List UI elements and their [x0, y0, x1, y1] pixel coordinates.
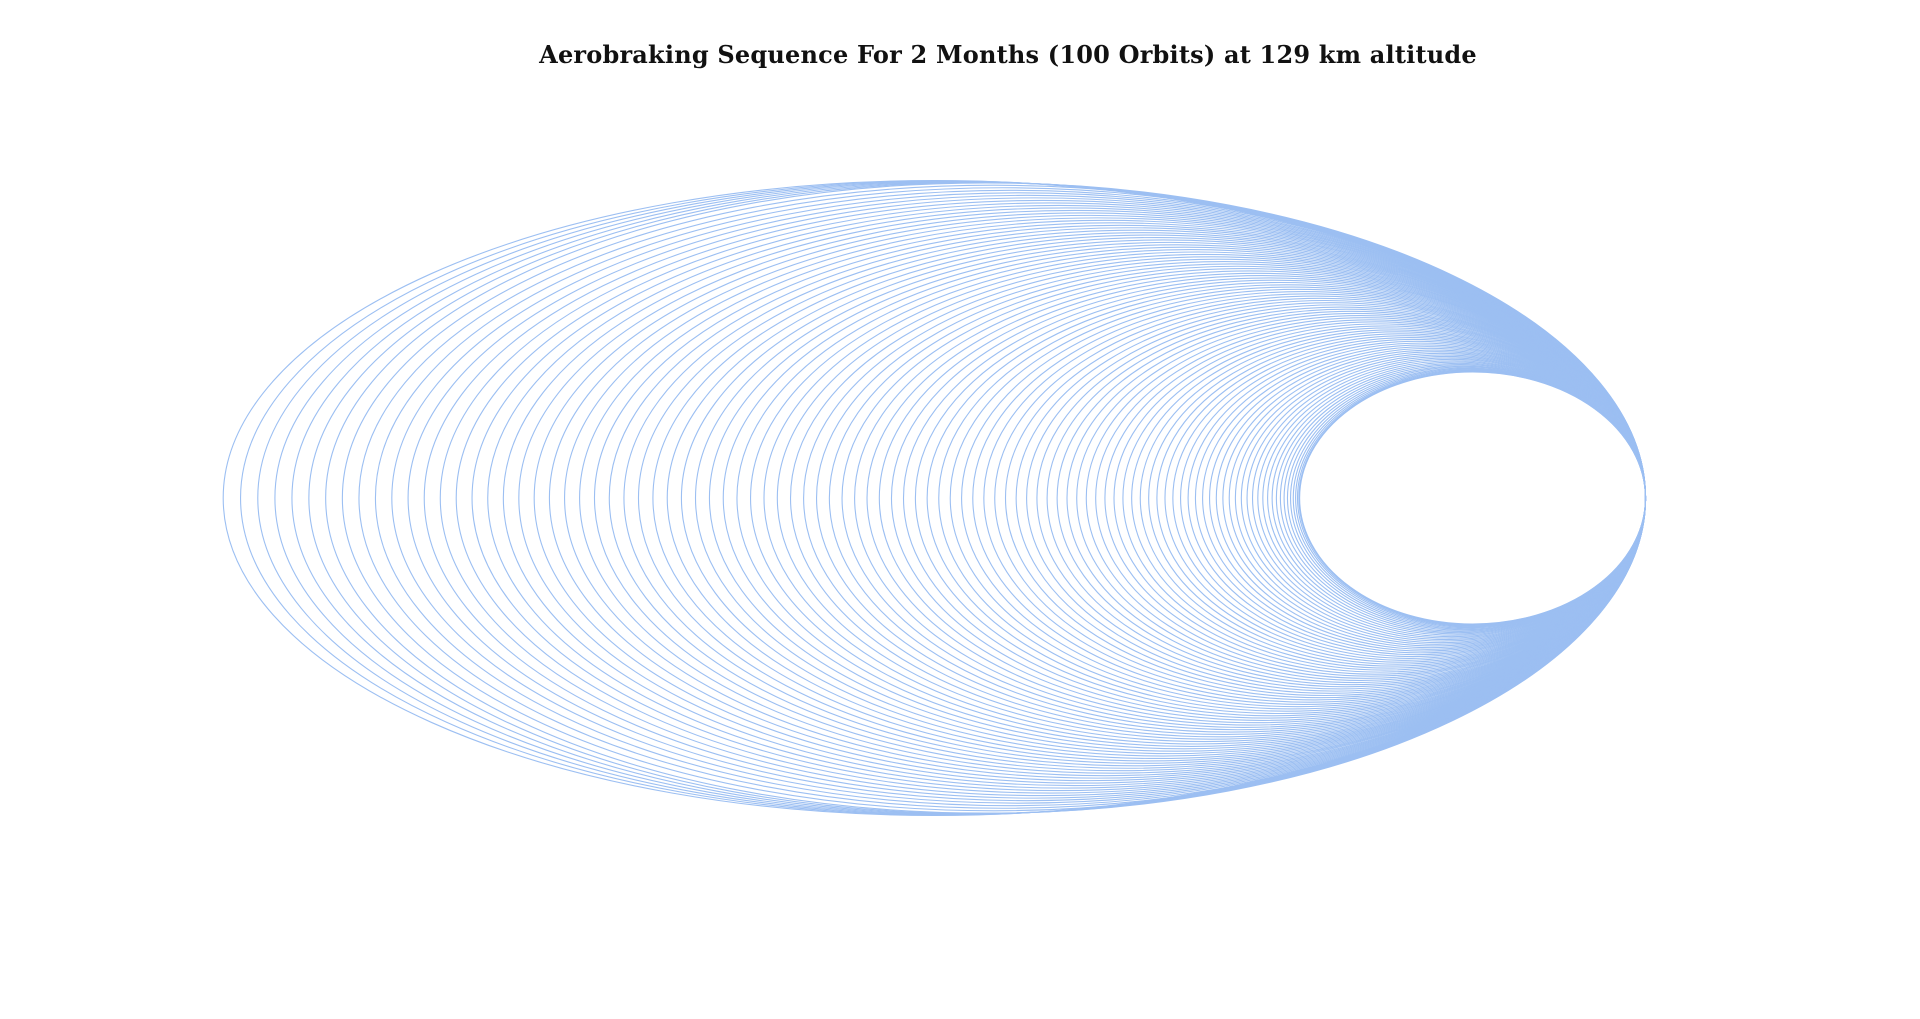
orbit-path — [1299, 371, 1647, 625]
chart-title: Aerobraking Sequence For 2 Months (100 O… — [539, 40, 1477, 69]
orbits-group — [222, 180, 1647, 816]
planet-disk — [1462, 412, 1634, 584]
